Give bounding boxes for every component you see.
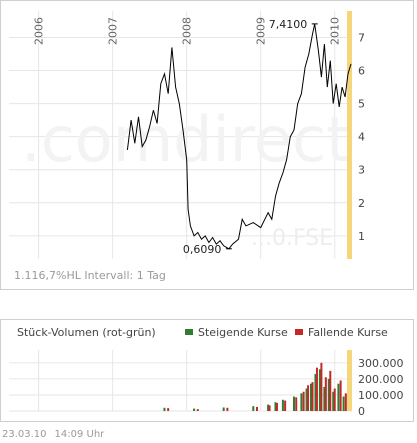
volume-bar bbox=[311, 382, 314, 411]
volume-bar bbox=[342, 396, 345, 411]
volume-tick-label: 200.000 bbox=[358, 373, 404, 386]
volume-bar bbox=[252, 406, 255, 411]
legend-falling-label: Fallende Kurse bbox=[308, 326, 388, 339]
volume-bar bbox=[274, 402, 277, 411]
volume-bar bbox=[320, 362, 323, 411]
volume-bar bbox=[222, 407, 225, 411]
volume-bar bbox=[344, 393, 347, 411]
legend-falling-swatch bbox=[295, 329, 303, 335]
volume-bar bbox=[226, 407, 229, 411]
legend-rising-label: Steigende Kurse bbox=[198, 326, 288, 339]
volume-bar bbox=[293, 396, 295, 411]
status-line: 1.116,7%HL Intervall: 1 Tag bbox=[14, 269, 166, 282]
volume-bar bbox=[284, 400, 287, 411]
volume-bar bbox=[268, 405, 271, 411]
volume-bar bbox=[315, 367, 318, 411]
volume-bars bbox=[163, 362, 347, 411]
year-label: 2007 bbox=[107, 17, 120, 45]
volume-bar bbox=[307, 385, 310, 411]
high-price-label: 7,4100 bbox=[269, 18, 308, 31]
volume-bar bbox=[329, 370, 332, 411]
legend-falling: Fallende Kurse bbox=[295, 326, 388, 339]
watermark-brand: .comdirect bbox=[21, 103, 350, 176]
volume-bar bbox=[295, 397, 298, 411]
year-label: 2009 bbox=[255, 17, 268, 45]
volume-bar bbox=[305, 388, 308, 411]
volume-title: Stück-Volumen (rot-grün) bbox=[17, 326, 156, 339]
volume-axis-labels: 0 100.000 200.000 300.000 bbox=[358, 357, 404, 418]
volume-bar bbox=[332, 391, 335, 411]
volume-bar bbox=[281, 399, 284, 411]
volume-tick-label: 300.000 bbox=[358, 357, 404, 370]
legend-rising-swatch bbox=[185, 329, 193, 335]
volume-bar bbox=[318, 369, 321, 411]
price-tick-label: 4 bbox=[358, 131, 365, 144]
volume-bar bbox=[196, 409, 199, 411]
year-labels: 2006 2007 2008 2009 2010 bbox=[33, 17, 342, 45]
volume-current-marker bbox=[347, 350, 352, 411]
volume-bar bbox=[339, 380, 342, 411]
price-tick-label: 3 bbox=[358, 164, 365, 177]
volume-bar bbox=[302, 391, 305, 411]
current-price-marker bbox=[347, 11, 352, 259]
footer: 23.03.10 14:09 Uhr bbox=[2, 429, 112, 440]
volume-bar bbox=[333, 388, 336, 411]
price-chart-panel: .comdirect ...0.FSE 2006 2007 2008 2009 2010… bbox=[0, 0, 414, 290]
price-chart: .comdirect ...0.FSE 2006 2007 2008 2009 2010… bbox=[9, 11, 365, 259]
volume-bar bbox=[323, 386, 326, 411]
footer-date: 23.03.10 bbox=[2, 429, 47, 440]
volume-bar bbox=[337, 383, 340, 411]
volume-tick-label: 100.000 bbox=[358, 389, 404, 402]
year-label: 2006 bbox=[33, 17, 46, 45]
legend-rising: Steigende Kurse bbox=[185, 326, 288, 339]
volume-bar bbox=[267, 404, 270, 411]
volume-bar bbox=[324, 377, 327, 411]
year-label: 2010 bbox=[329, 17, 342, 45]
volume-chart-panel: Stück-Volumen (rot-grün) Steigende Kurse… bbox=[0, 319, 414, 422]
volume-tick-label: 0 bbox=[358, 405, 365, 418]
low-price-label: 0,6090 bbox=[183, 243, 222, 256]
watermark-symbol: ...0.FSE bbox=[251, 226, 333, 251]
footer-time: 14:09 Uhr bbox=[54, 429, 105, 440]
volume-bar bbox=[327, 378, 330, 411]
price-grid bbox=[9, 11, 351, 259]
price-tick-label: 6 bbox=[358, 65, 365, 78]
price-tick-label: 5 bbox=[358, 98, 365, 111]
year-label: 2008 bbox=[181, 17, 194, 45]
volume-bar bbox=[167, 408, 170, 411]
price-tick-label: 2 bbox=[358, 197, 365, 210]
volume-bar bbox=[255, 406, 258, 411]
price-tick-label: 7 bbox=[358, 31, 365, 44]
volume-bar bbox=[193, 408, 196, 411]
volume-bar bbox=[163, 407, 166, 411]
volume-bar bbox=[310, 383, 313, 411]
price-annotations: 7,4100 0,6090 bbox=[183, 18, 318, 256]
volume-bar bbox=[300, 393, 303, 411]
volume-bar bbox=[275, 402, 278, 411]
price-tick-label: 1 bbox=[358, 230, 365, 243]
volume-chart: 0 100.000 200.000 300.000 bbox=[9, 350, 404, 418]
volume-bar bbox=[314, 374, 317, 411]
price-axis-labels: 1 2 3 4 5 6 7 bbox=[358, 31, 365, 242]
price-line bbox=[126, 23, 352, 250]
